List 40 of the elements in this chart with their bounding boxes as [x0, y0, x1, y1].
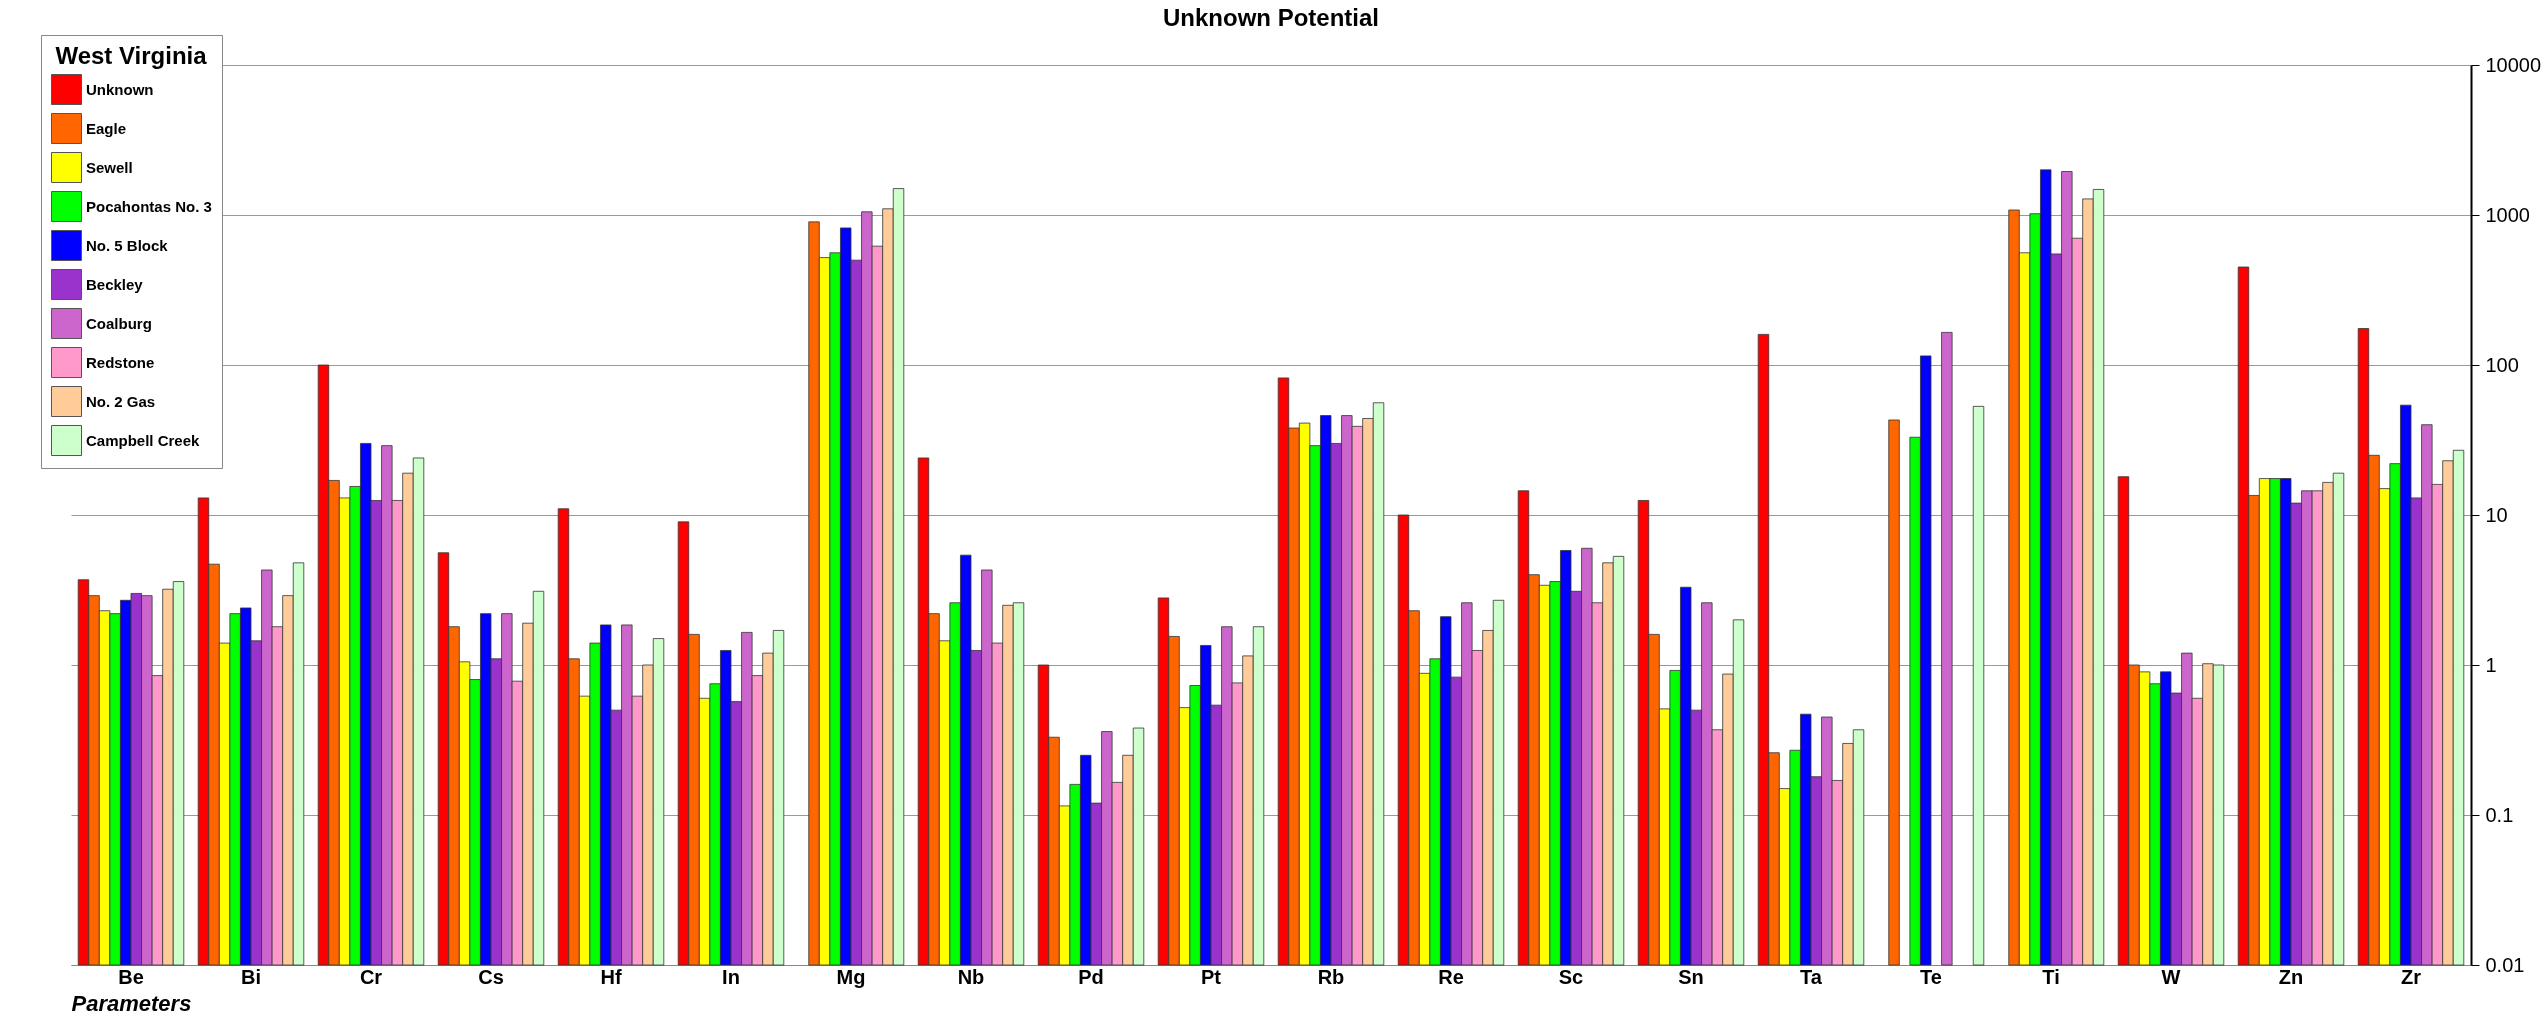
legend-label: Redstone [86, 353, 155, 371]
x-tick-label: Rb [1317, 965, 1345, 988]
x-tick-label: Zn [2278, 965, 2304, 988]
x-tick-label: Pt [1201, 965, 1222, 988]
x-tick-label: Cr [359, 965, 383, 988]
legend-label: Beckley [86, 275, 144, 293]
legend-label: Pocahontas No. 3 [86, 197, 212, 215]
x-tick-label: Sn [1678, 965, 1704, 988]
x-tick-label: Te [1920, 965, 1942, 988]
legend-label: Coalburg [86, 314, 152, 332]
y-tick-label: 0.1 [2485, 803, 2514, 826]
chart-title: Unknown Potential [1163, 3, 1379, 31]
x-tick-label: W [2161, 965, 2181, 988]
x-tick-label: Nb [957, 965, 985, 988]
x-tick-label: Zr [2401, 965, 2422, 988]
x-tick-label: Bi [241, 965, 261, 988]
x-tick-label: Ti [2042, 965, 2060, 988]
y-tick-label: 0.01 [2485, 953, 2525, 976]
y-tick-label: 1000 [2485, 203, 2530, 226]
x-tick-label: Mg [836, 965, 866, 988]
legend-label: Eagle [86, 119, 127, 137]
y-tick-label: 10000 [2485, 53, 2542, 76]
x-tick-label: Ta [1800, 965, 1823, 988]
x-tick-label: Hf [600, 965, 622, 988]
y-tick-label: 100 [2485, 353, 2519, 376]
legend-label: Sewell [86, 158, 133, 176]
x-tick-label: Cs [478, 965, 504, 988]
legend-title: West Virginia [55, 42, 208, 69]
legend-label: No. 5 Block [86, 236, 169, 254]
x-axis-title: Parameters [71, 990, 192, 1016]
legend-label: No. 2 Gas [86, 392, 156, 410]
legend-label: Campbell Creek [86, 431, 201, 449]
y-tick-label: 1 [2485, 653, 2497, 676]
x-tick-label: In [722, 965, 740, 988]
x-tick-label: Pd [1078, 965, 1104, 988]
x-tick-label: Re [1438, 965, 1464, 988]
legend-label: Unknown [86, 80, 154, 98]
y-tick-label: 10 [2485, 503, 2508, 526]
x-tick-label: Sc [1558, 965, 1584, 988]
x-tick-label: Be [118, 965, 144, 988]
